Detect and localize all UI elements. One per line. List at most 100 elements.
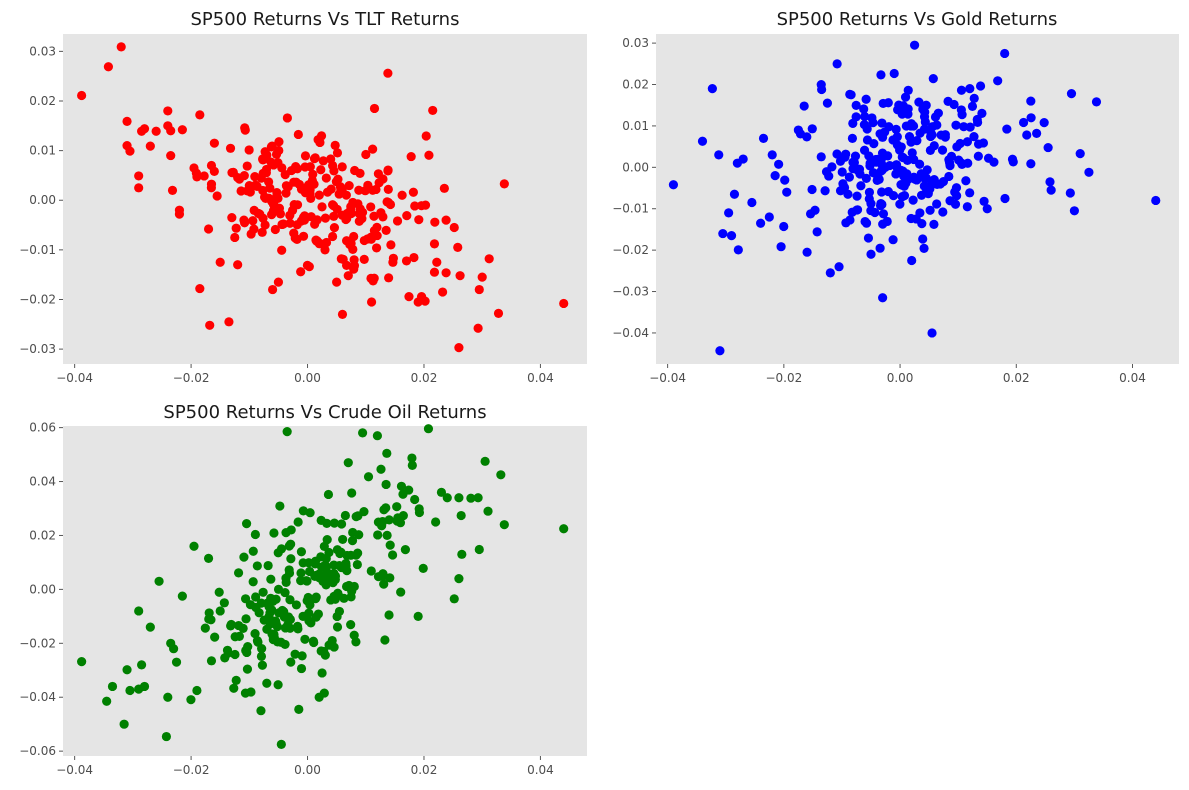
data-point-tlt bbox=[432, 257, 442, 267]
data-point-crude bbox=[284, 565, 294, 575]
series-crude-points bbox=[77, 424, 569, 750]
data-point-crude bbox=[189, 541, 199, 551]
data-point-tlt bbox=[332, 277, 342, 287]
data-point-crude bbox=[342, 565, 352, 576]
data-point-crude bbox=[214, 587, 224, 597]
data-point-crude bbox=[210, 632, 220, 642]
data-point-gold bbox=[714, 150, 724, 160]
data-point-tlt bbox=[316, 165, 326, 175]
data-point-tlt bbox=[277, 245, 287, 255]
data-point-crude bbox=[276, 739, 286, 750]
data-point-tlt bbox=[278, 219, 289, 229]
data-point-tlt bbox=[233, 260, 243, 270]
data-point-crude bbox=[317, 668, 327, 678]
data-point-tlt bbox=[166, 150, 176, 161]
y-tick-label: 0.02 bbox=[29, 94, 56, 108]
data-point-crude bbox=[372, 431, 382, 441]
data-point-tlt bbox=[151, 126, 161, 136]
data-point-crude bbox=[346, 592, 356, 602]
data-point-crude bbox=[258, 587, 268, 597]
data-point-tlt bbox=[408, 187, 418, 197]
data-point-gold bbox=[907, 255, 917, 266]
data-point-crude bbox=[311, 612, 321, 622]
data-point-tlt bbox=[428, 105, 438, 116]
data-point-gold bbox=[903, 104, 913, 114]
data-point-crude bbox=[454, 493, 464, 503]
plot-area-crude bbox=[63, 426, 587, 756]
data-point-crude bbox=[233, 568, 244, 578]
data-point-crude bbox=[325, 574, 335, 584]
data-point-gold bbox=[776, 242, 786, 252]
y-axis-tlt: −0.03 −0.02 −0.01 0.00 0.01 0.02 0.03 bbox=[19, 44, 63, 356]
data-point-tlt bbox=[258, 213, 268, 223]
data-point-crude bbox=[286, 525, 296, 535]
data-point-tlt bbox=[373, 169, 383, 179]
data-point-gold bbox=[910, 174, 920, 184]
data-point-tlt bbox=[322, 187, 333, 197]
x-tick-label: 0.00 bbox=[294, 371, 321, 385]
data-point-tlt bbox=[383, 197, 394, 208]
data-point-gold bbox=[853, 166, 863, 176]
data-point-crude bbox=[333, 588, 343, 598]
data-point-crude bbox=[310, 594, 321, 604]
data-point-tlt bbox=[293, 129, 303, 140]
data-point-tlt bbox=[439, 183, 449, 193]
data-point-gold bbox=[827, 162, 837, 172]
data-point-crude bbox=[354, 530, 364, 540]
data-point-crude bbox=[239, 552, 249, 562]
data-point-tlt bbox=[371, 184, 381, 195]
x-tick-label: 0.04 bbox=[1119, 371, 1146, 385]
data-point-crude bbox=[373, 572, 384, 582]
data-point-tlt bbox=[386, 240, 396, 250]
data-point-crude bbox=[301, 576, 311, 586]
x-axis-crude: −0.04 −0.02 0.00 0.02 0.04 bbox=[56, 756, 554, 777]
data-point-gold bbox=[718, 228, 728, 239]
data-point-gold bbox=[916, 190, 927, 200]
data-point-crude bbox=[332, 622, 343, 632]
data-point-crude bbox=[263, 560, 273, 571]
data-point-crude bbox=[347, 536, 358, 546]
data-point-gold bbox=[973, 139, 984, 149]
data-point-gold bbox=[856, 181, 866, 191]
data-point-gold bbox=[1026, 96, 1036, 106]
data-point-tlt bbox=[125, 146, 135, 156]
data-point-gold bbox=[724, 208, 734, 218]
data-point-crude bbox=[329, 518, 339, 528]
data-point-crude bbox=[336, 519, 347, 529]
data-point-tlt bbox=[477, 272, 487, 282]
data-point-gold bbox=[956, 85, 967, 95]
data-point-tlt bbox=[225, 143, 236, 153]
data-point-tlt bbox=[258, 168, 268, 178]
data-point-gold bbox=[929, 219, 939, 229]
data-point-crude bbox=[231, 675, 241, 686]
data-point-crude bbox=[280, 587, 290, 598]
data-point-crude bbox=[280, 623, 291, 633]
data-point-crude bbox=[242, 664, 253, 674]
data-point-gold bbox=[715, 346, 725, 356]
data-point-crude bbox=[456, 510, 466, 521]
data-point-crude bbox=[379, 579, 389, 589]
data-point-gold bbox=[973, 151, 983, 161]
data-point-crude bbox=[276, 544, 287, 554]
data-point-tlt bbox=[230, 232, 240, 243]
data-point-crude bbox=[321, 563, 331, 573]
data-point-tlt bbox=[410, 201, 420, 211]
data-point-crude bbox=[248, 577, 258, 587]
data-point-gold bbox=[807, 124, 817, 134]
data-point-tlt bbox=[424, 150, 434, 160]
data-point-crude bbox=[161, 731, 172, 742]
data-point-gold bbox=[1026, 113, 1036, 123]
data-point-tlt bbox=[317, 202, 327, 212]
data-point-gold bbox=[779, 221, 789, 232]
data-point-crude bbox=[281, 577, 291, 588]
data-point-crude bbox=[310, 556, 321, 566]
data-point-tlt bbox=[166, 126, 176, 136]
data-point-gold bbox=[1075, 149, 1085, 159]
data-point-gold bbox=[959, 122, 969, 132]
data-point-tlt bbox=[337, 309, 348, 319]
data-point-crude bbox=[285, 595, 295, 605]
data-point-gold bbox=[927, 328, 937, 338]
data-point-gold bbox=[975, 81, 986, 91]
x-axis-tlt: −0.04 −0.02 0.00 0.02 0.04 bbox=[56, 364, 554, 385]
data-point-crude bbox=[163, 692, 173, 702]
